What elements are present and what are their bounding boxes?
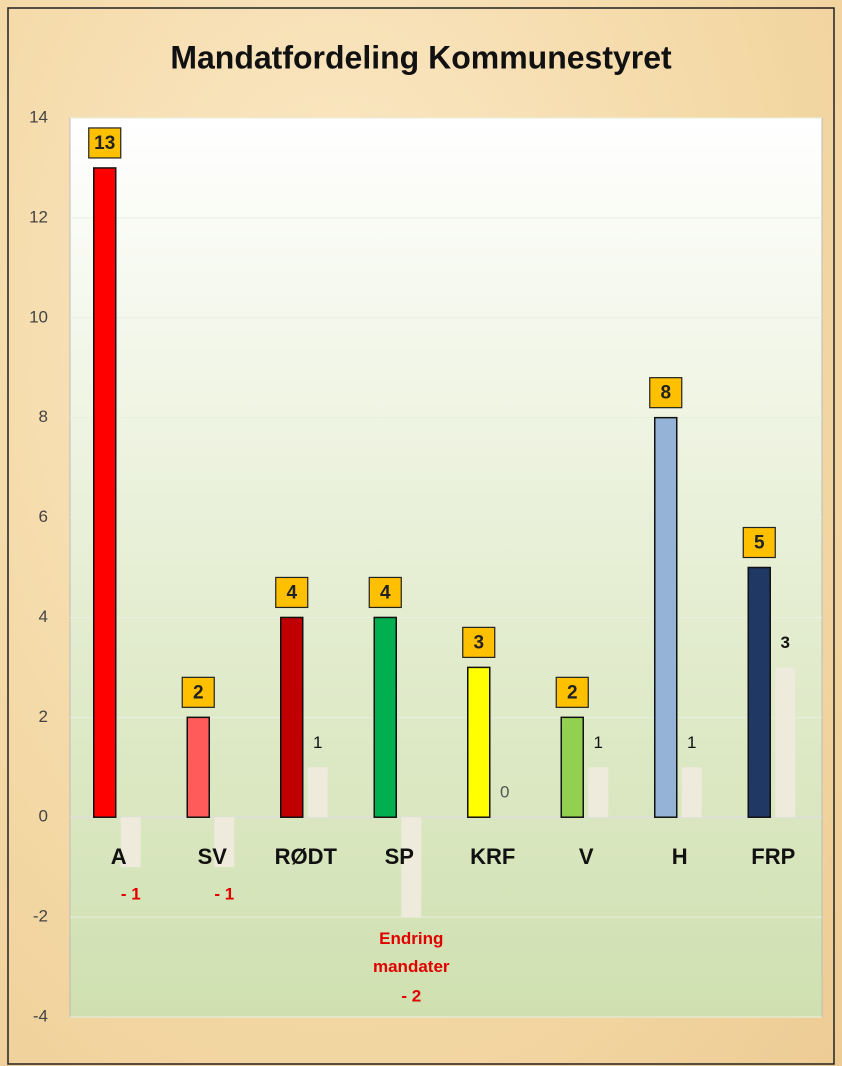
change-bar — [214, 817, 235, 868]
y-tick-label: 14 — [29, 107, 48, 126]
annotation: Endring mandater — [372, 929, 450, 977]
change-bar — [120, 817, 141, 868]
value-label: 4 — [286, 582, 297, 603]
bar — [186, 716, 210, 818]
x-tick-label: V — [579, 844, 594, 869]
value-label-box — [649, 377, 683, 409]
value-label: 4 — [380, 582, 391, 603]
chart-title: Mandatfordeling Kommunestyret — [170, 39, 672, 75]
x-tick-label: KRF — [470, 844, 515, 869]
y-tick-label: -2 — [33, 907, 48, 926]
value-label: 2 — [567, 682, 578, 703]
change-label: - 1 — [121, 885, 141, 904]
x-tick-label: H — [672, 844, 688, 869]
change-label: 0 — [500, 783, 509, 802]
x-tick-label: SP — [385, 844, 414, 869]
bar — [747, 566, 771, 818]
y-tick-label: 10 — [29, 307, 48, 326]
y-tick-label: 12 — [29, 207, 48, 226]
bar — [560, 716, 584, 818]
value-label-box — [742, 526, 776, 559]
change-bar — [401, 817, 422, 918]
y-tick-label: 6 — [39, 507, 48, 526]
change-bar — [775, 667, 796, 818]
bar — [654, 416, 678, 818]
y-tick-label: 4 — [39, 607, 48, 626]
x-tick-label: SV — [198, 844, 228, 869]
y-tick-label: 8 — [39, 407, 48, 426]
frame — [7, 7, 835, 1065]
x-tick-label: A — [111, 844, 127, 869]
value-label: 5 — [754, 533, 765, 554]
value-label-box — [275, 576, 309, 609]
value-label-box — [181, 676, 215, 708]
y-tick-label: 2 — [39, 707, 48, 726]
x-tick-label: RØDT — [275, 844, 338, 869]
change-label: - 2 — [401, 987, 421, 1006]
change-label: 1 — [313, 733, 322, 752]
plot-area — [69, 117, 823, 1018]
bar — [280, 616, 304, 818]
value-label-box — [368, 576, 402, 609]
bar — [93, 167, 117, 818]
change-bar — [681, 767, 702, 818]
y-tick-label: -4 — [33, 1006, 48, 1025]
value-label: 2 — [193, 682, 204, 703]
value-label-box — [462, 626, 496, 658]
value-label-box — [555, 676, 589, 708]
bar — [467, 666, 491, 818]
change-label: 3 — [781, 633, 790, 652]
y-tick-label: 0 — [39, 807, 48, 826]
value-label-box — [88, 127, 122, 159]
change-label: - 1 — [214, 885, 234, 904]
value-label: 3 — [473, 632, 484, 653]
change-label: 1 — [687, 733, 696, 752]
change-label: 1 — [594, 733, 603, 752]
change-bar — [307, 767, 328, 818]
bar — [373, 616, 397, 818]
x-tick-label: FRP — [751, 844, 795, 869]
change-bar — [588, 767, 609, 818]
value-label: 13 — [94, 133, 115, 154]
value-label: 8 — [660, 383, 671, 404]
